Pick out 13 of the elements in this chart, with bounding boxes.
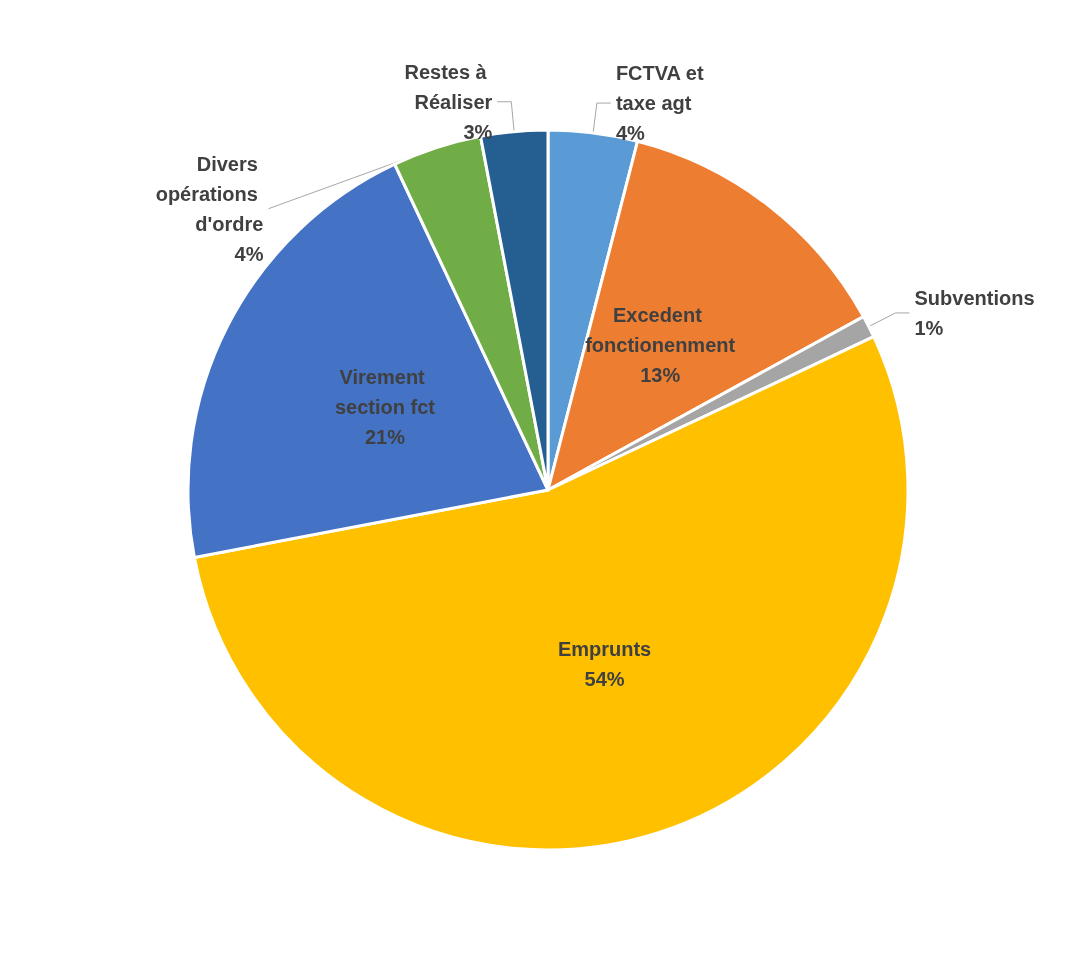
data-label: 13% xyxy=(640,364,681,387)
data-label: 54% xyxy=(584,668,625,691)
data-label: 4% xyxy=(234,242,264,265)
data-label: 21% xyxy=(364,425,406,448)
data-label: 3% xyxy=(463,120,493,143)
slice-label: Virement section fct xyxy=(334,365,436,418)
slice-label: Divers opérations d'ordre xyxy=(155,152,264,235)
slice-label: Subventions xyxy=(914,286,1035,309)
slice-label: Emprunts xyxy=(557,638,652,661)
slice-label: FCTVA et taxe agt xyxy=(615,62,710,115)
data-label: 4% xyxy=(615,122,645,145)
data-label: 1% xyxy=(914,316,944,339)
slice-label: Restes à Réaliser xyxy=(404,60,493,113)
